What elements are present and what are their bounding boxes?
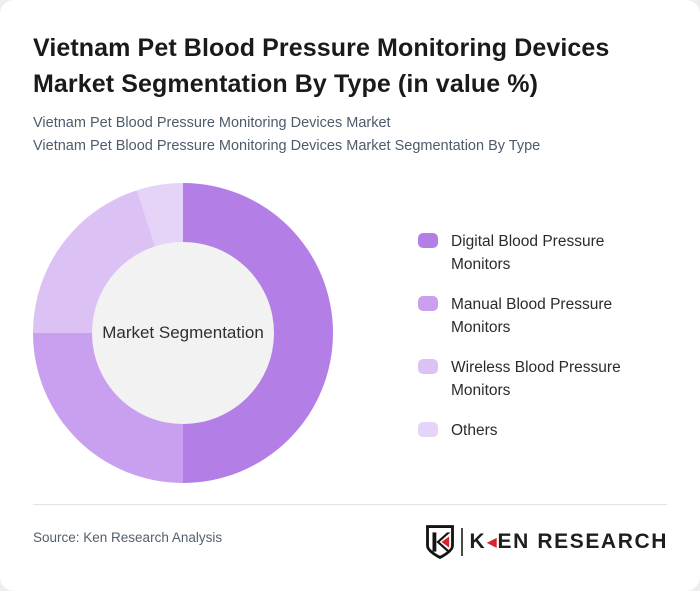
logo-separator <box>460 528 463 556</box>
legend-item[interactable]: Manual Blood Pressure Monitors <box>418 293 661 339</box>
legend-swatch-icon <box>418 359 438 374</box>
source-text: Source: Ken Research Analysis <box>33 530 223 545</box>
logo-shield-icon <box>425 525 454 559</box>
logo-red-triangle-icon <box>441 536 449 548</box>
legend-item[interactable]: Others <box>418 419 661 442</box>
chart-subtitles: Vietnam Pet Blood Pressure Monitoring De… <box>33 112 673 158</box>
footer-divider <box>33 504 667 505</box>
subtitle-line-2: Vietnam Pet Blood Pressure Monitoring De… <box>33 138 541 154</box>
legend-swatch-icon <box>418 422 438 437</box>
legend-swatch-icon <box>418 296 438 311</box>
legend: Digital Blood Pressure Monitors Manual B… <box>418 230 661 442</box>
donut-hole: Market Segmentation <box>92 242 274 424</box>
chart-title: Vietnam Pet Blood Pressure Monitoring De… <box>33 34 610 98</box>
logo-wordmark: K◀EN RESEARCH <box>469 530 668 553</box>
legend-label: Digital Blood Pressure Monitors <box>451 233 605 273</box>
ken-research-logo: K◀EN RESEARCH <box>425 524 668 560</box>
legend-swatch-icon <box>418 233 438 248</box>
wordmark-red-triangle-icon: ◀ <box>487 535 497 549</box>
subtitle-line-1: Vietnam Pet Blood Pressure Monitoring De… <box>33 115 391 131</box>
legend-item[interactable]: Digital Blood Pressure Monitors <box>418 230 661 276</box>
legend-label: Manual Blood Pressure Monitors <box>451 296 613 336</box>
donut-chart[interactable]: Market Segmentation <box>33 183 333 483</box>
legend-label: Wireless Blood Pressure Monitors <box>451 359 621 399</box>
donut-center-label: Market Segmentation <box>102 323 264 342</box>
legend-item[interactable]: Wireless Blood Pressure Monitors <box>418 356 661 402</box>
legend-label: Others <box>451 422 498 439</box>
